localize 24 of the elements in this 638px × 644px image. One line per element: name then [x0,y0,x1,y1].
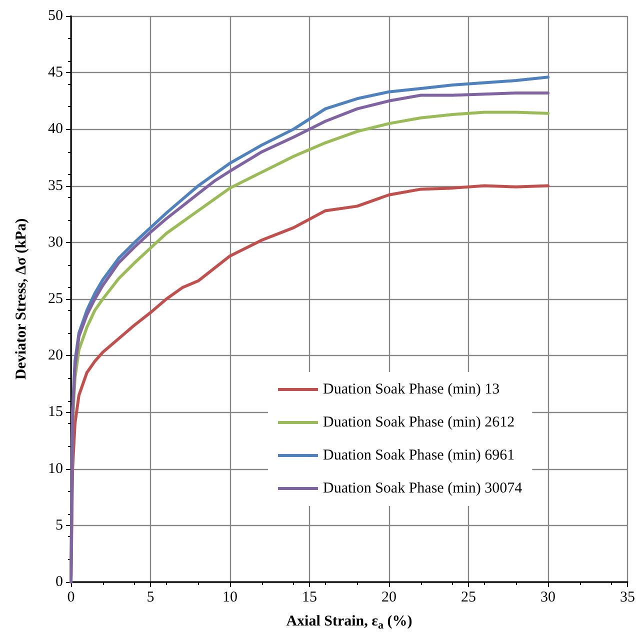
legend-label: Duation Soak Phase (min) 2612 [323,414,515,430]
y-tick-label: 40 [48,121,63,138]
x-tick-label: 0 [67,590,75,606]
legend-label: Duation Soak Phase (min) 30074 [323,480,523,496]
y-tick-label: 35 [48,178,63,194]
legend-label: Duation Soak Phase (min) 6961 [323,448,515,464]
y-tick-label: 5 [56,517,63,534]
y-tick-label: 0 [56,574,63,590]
y-tick-label: 15 [48,404,63,420]
x-tick-label: 35 [620,590,635,606]
y-tick-label: 10 [48,460,63,477]
legend-label: Duation Soak Phase (min) 13 [323,382,500,398]
y-tick-label: 20 [48,348,63,364]
y-tick-label: 25 [48,291,63,307]
y-tick-label: 45 [48,64,63,81]
x-tick-label: 10 [222,590,238,606]
x-tick-label: 5 [146,590,154,606]
x-tick-label: 25 [461,590,476,606]
y-axis-title: Deviator Stress, Δσ (kPa) [14,218,30,380]
x-tick-label: 15 [302,590,317,606]
y-tick-label: 50 [48,8,63,24]
x-tick-label: 30 [540,590,556,606]
x-tick-label: 20 [382,590,396,606]
y-tick-label: 30 [48,234,63,250]
